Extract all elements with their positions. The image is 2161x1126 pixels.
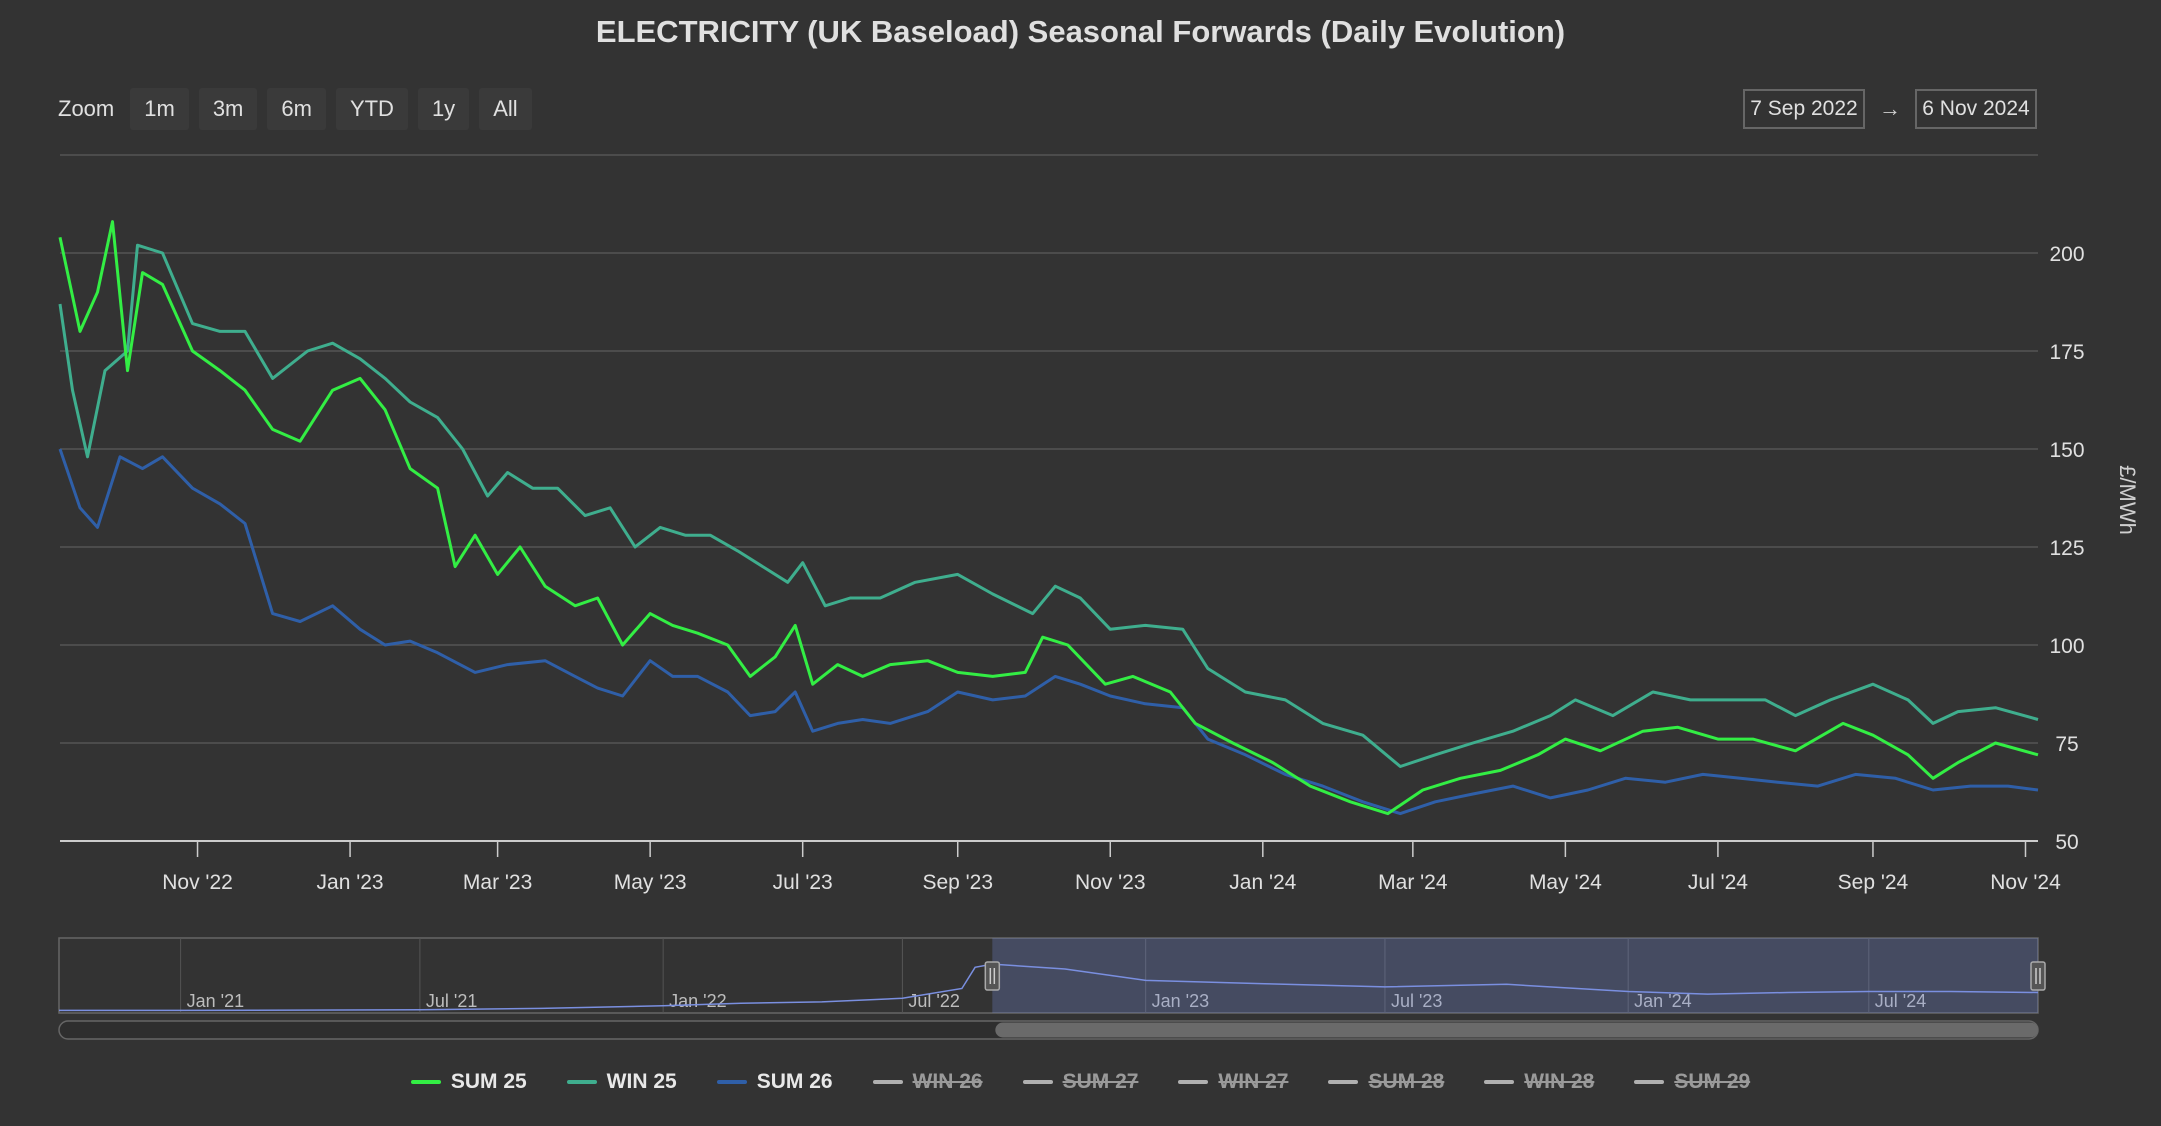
legend: SUM 25 WIN 25 SUM 26 WIN 26 SUM 27 WIN 27 SUM …	[0, 1070, 2161, 1094]
legend-item-win-28[interactable]: WIN 28	[1484, 1070, 1594, 1094]
legend-swatch	[1328, 1080, 1359, 1084]
navigator-tick-label: Jul '23	[1391, 991, 1442, 1011]
navigator-selection	[992, 938, 2039, 1013]
legend-item-sum-26[interactable]: SUM 26	[716, 1070, 833, 1094]
zoom-3m-button[interactable]: 3m	[198, 88, 258, 130]
x-tick-label: Jul '23	[773, 871, 833, 894]
navigator[interactable]: Jan '21 Jul '21 Jan '22 Jul '22 Jan '23 Jul '…	[58, 937, 2046, 1040]
legend-item-win-27[interactable]: WIN 27	[1178, 1070, 1288, 1094]
legend-item-sum-29[interactable]: SUM 29	[1634, 1070, 1750, 1094]
y-tick-label: 175	[2049, 341, 2084, 364]
zoom-1m-button[interactable]: 1m	[130, 88, 189, 130]
chart-title: ELECTRICITY (UK Baseload) Seasonal Forwa…	[595, 14, 1566, 49]
legend-label: WIN 27	[1218, 1070, 1289, 1093]
navigator-tick-label: Jul '24	[1875, 991, 1926, 1011]
chart-canvas: 50 75 100 125 150 175 200 Nov '22 Jan '23 Mar '2…	[58, 154, 2140, 1040]
x-tick-label: Jan '24	[1229, 871, 1296, 894]
navigator-tick-label: Jul '21	[426, 991, 477, 1011]
navigator-handle-left[interactable]	[984, 961, 1001, 991]
x-tick-label: Jan '23	[317, 871, 384, 894]
series-line-win-25	[58, 243, 2039, 768]
legend-swatch	[1484, 1080, 1515, 1084]
navigator-tick-label: Jul '22	[908, 991, 959, 1011]
zoom-label: Zoom	[58, 96, 115, 121]
navigator-handle-grip	[984, 961, 1001, 991]
date-range-selector: 7 Sep 2022 → 6 Nov 2024	[1743, 89, 2037, 129]
x-tick-label: Mar '23	[463, 871, 532, 894]
x-tick-label: Nov '24	[1990, 871, 2061, 894]
legend-swatch	[1178, 1080, 1209, 1084]
zoom-ytd-button[interactable]: YTD	[335, 88, 408, 130]
x-tick-label: Sep '24	[1838, 871, 1909, 894]
range-from-input[interactable]: 7 Sep 2022	[1743, 89, 1865, 129]
y-axis: 50 75 100 125 150 175 200	[2049, 243, 2084, 854]
series-line-sum-25	[58, 220, 2039, 816]
navigator-tick-label: Jan '22	[669, 991, 726, 1011]
y-tick-label: 75	[2055, 733, 2078, 756]
legend-item-sum-27[interactable]: SUM 27	[1022, 1070, 1139, 1094]
zoom-all-button[interactable]: All	[479, 88, 532, 130]
legend-label: SUM 28	[1368, 1070, 1445, 1093]
navigator-handle-grip	[2030, 961, 2046, 991]
navigator-tick-label: Jan '23	[1152, 991, 1209, 1011]
y-tick-label: 100	[2049, 635, 2084, 658]
legend-label: SUM 26	[756, 1070, 833, 1093]
legend-swatch	[1022, 1080, 1053, 1084]
navigator-handle-right[interactable]	[2030, 961, 2046, 991]
legend-swatch	[566, 1080, 597, 1084]
legend-label: WIN 28	[1524, 1070, 1595, 1093]
navigator-frame	[58, 937, 2039, 1014]
x-axis: Nov '22 Jan '23 Mar '23 May '23 Jul '23 Sep '…	[162, 841, 2061, 894]
legend-item-win-26[interactable]: WIN 26	[872, 1070, 983, 1094]
y-tick-label: 150	[2049, 439, 2084, 462]
legend-swatch	[872, 1080, 903, 1084]
zoom-toolbar: Zoom 1m 3m 6m YTD 1y All	[58, 88, 532, 130]
zoom-1y-button[interactable]: 1y	[417, 88, 470, 130]
x-tick-label: May '23	[614, 871, 687, 894]
x-tick-label: Nov '22	[162, 871, 233, 894]
x-tick-label: May '24	[1529, 871, 1602, 894]
navigator-tick-label: Jan '21	[187, 991, 244, 1011]
legend-item-sum-28[interactable]: SUM 28	[1328, 1070, 1444, 1094]
x-tick-label: Nov '23	[1075, 871, 1146, 894]
legend-label: SUM 27	[1062, 1070, 1139, 1093]
series-lines	[58, 220, 2039, 816]
navigator-tick-label: Jan '24	[1634, 991, 1691, 1011]
zoom-6m-button[interactable]: 6m	[267, 88, 326, 130]
legend-label: WIN 26	[912, 1070, 983, 1093]
y-tick-label: 125	[2049, 537, 2084, 560]
legend-item-sum-25[interactable]: SUM 25	[410, 1070, 527, 1094]
scrollbar-thumb[interactable]	[995, 1022, 2039, 1038]
y-axis-label: £/MWh	[2115, 465, 2140, 535]
grid-lines	[60, 154, 2038, 842]
legend-label: WIN 25	[606, 1070, 677, 1093]
legend-item-win-25[interactable]: WIN 25	[566, 1070, 677, 1094]
legend-swatch	[716, 1080, 747, 1084]
legend-swatch	[1634, 1080, 1665, 1084]
legend-label: SUM 25	[450, 1070, 527, 1093]
y-tick-label: 50	[2055, 831, 2078, 854]
y-tick-label: 200	[2049, 243, 2084, 266]
x-tick-label: Jul '24	[1688, 871, 1748, 894]
legend-label: SUM 29	[1674, 1070, 1751, 1093]
x-tick-label: Sep '23	[922, 871, 993, 894]
range-to-input[interactable]: 6 Nov 2024	[1915, 89, 2037, 129]
legend-swatch	[410, 1080, 441, 1084]
series-line-sum-26	[58, 448, 2039, 816]
range-arrow-icon: →	[1879, 96, 1901, 121]
x-tick-label: Mar '24	[1378, 871, 1448, 894]
